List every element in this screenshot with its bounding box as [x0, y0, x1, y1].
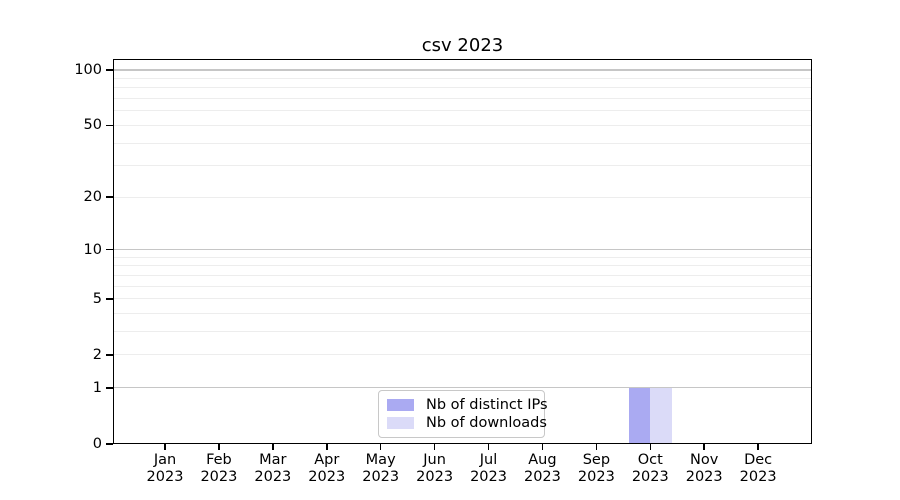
bar-nb-of-distinct-ips-oct: [628, 387, 651, 444]
y-tick-label-1: 1: [92, 379, 102, 396]
y-tick-label-10: 10: [83, 241, 102, 258]
x-tick-label-sep: Sep 2023: [566, 452, 626, 486]
x-tick-month: Jan: [153, 452, 177, 468]
x-tick-mark-sep: [595, 444, 598, 450]
x-tick-mark-may: [379, 444, 382, 450]
gridline-minor-80: [114, 87, 811, 89]
gridline-major-1: [114, 387, 811, 389]
x-tick-month: Nov: [690, 452, 719, 468]
x-tick-year: 2023: [416, 469, 454, 485]
x-tick-month: Jul: [479, 452, 498, 468]
legend-swatch-downloads-icon: [387, 417, 414, 430]
x-tick-label-jul: Jul 2023: [459, 452, 519, 486]
gridline-major-100: [114, 69, 811, 71]
x-tick-year: 2023: [523, 469, 561, 485]
x-tick-label-aug: Aug 2023: [512, 452, 572, 486]
x-tick-mark-jul: [487, 444, 490, 450]
x-tick-month: Oct: [637, 452, 663, 468]
x-tick-label-oct: Oct 2023: [620, 452, 680, 486]
x-tick-mark-aug: [541, 444, 544, 450]
gridline-minor-60: [114, 110, 811, 112]
x-tick-mark-nov: [703, 444, 705, 450]
gridline-major-10: [114, 249, 811, 251]
x-tick-year: 2023: [577, 469, 615, 485]
x-tick-label-apr: Apr 2023: [297, 452, 357, 486]
y-tick-label-0: 0: [92, 436, 102, 452]
gridline-minor-6: [114, 285, 811, 287]
bar-nb-of-downloads-oct: [650, 387, 672, 444]
x-tick-mark-mar: [272, 444, 274, 450]
gridline-minor-70: [114, 98, 811, 99]
y-tick-mark-10: [106, 248, 113, 251]
y-tick-mark-0: [106, 443, 113, 445]
x-tick-year: 2023: [146, 469, 184, 485]
x-tick-label-may: May 2023: [351, 452, 411, 486]
gridline-minor-5: [114, 298, 811, 300]
x-tick-label-jan: Jan 2023: [135, 452, 195, 486]
x-tick-year: 2023: [254, 469, 292, 485]
legend-entry-downloads: Nb of downloads: [387, 414, 547, 432]
y-tick-label-2: 2: [92, 346, 102, 363]
x-tick-month: Jun: [423, 452, 446, 468]
x-tick-month: Sep: [582, 452, 611, 468]
x-tick-year: 2023: [362, 469, 400, 485]
y-tick-mark-50: [106, 124, 113, 127]
x-tick-year: 2023: [308, 469, 346, 485]
plot-area: [113, 59, 812, 444]
gridline-minor-9: [114, 256, 811, 258]
gridline-minor-3: [114, 331, 811, 333]
gridline-minor-7: [114, 274, 811, 276]
gridline-minor-50: [114, 124, 811, 126]
y-tick-label-100: 100: [74, 61, 102, 78]
chart-title: csv 2023: [421, 35, 504, 56]
legend-label-distinct-ips: Nb of distinct IPs: [426, 396, 548, 413]
x-tick-month: Feb: [206, 452, 232, 468]
y-tick-label-20: 20: [83, 189, 102, 206]
gridline-minor-4: [114, 313, 811, 315]
gridline-minor-8: [114, 265, 811, 267]
x-tick-month: Mar: [259, 452, 287, 468]
y-tick-mark-5: [106, 298, 113, 300]
x-tick-mark-dec: [757, 444, 759, 450]
legend-swatch-distinct-ips-icon: [387, 398, 414, 411]
y-tick-mark-20: [106, 196, 113, 198]
y-tick-mark-100: [106, 69, 113, 71]
x-tick-label-mar: Mar 2023: [243, 452, 303, 486]
y-tick-label-50: 50: [83, 117, 102, 134]
x-tick-label-jun: Jun 2023: [405, 452, 465, 486]
x-tick-month: Apr: [314, 452, 340, 468]
x-tick-mark-feb: [218, 444, 220, 450]
x-tick-label-feb: Feb 2023: [189, 452, 249, 486]
x-tick-year: 2023: [470, 469, 507, 485]
x-tick-label-nov: Nov 2023: [674, 452, 734, 486]
gridline-minor-20: [114, 196, 811, 198]
y-tick-mark-1: [106, 387, 113, 389]
gridline-minor-30: [114, 165, 811, 167]
legend-entry-distinct-ips: Nb of distinct IPs: [387, 396, 548, 414]
x-tick-mark-jun: [433, 444, 436, 450]
x-tick-year: 2023: [685, 469, 723, 485]
x-tick-month: Dec: [744, 452, 773, 468]
x-tick-month: Aug: [528, 452, 557, 468]
y-tick-mark-2: [106, 354, 113, 356]
x-tick-year: 2023: [200, 469, 238, 485]
x-tick-year: 2023: [739, 469, 777, 485]
gridline-minor-90: [114, 77, 811, 79]
gridline-minor-40: [114, 142, 811, 144]
legend-label-downloads: Nb of downloads: [426, 415, 547, 432]
x-tick-mark-oct: [649, 444, 652, 450]
x-tick-label-dec: Dec 2023: [728, 452, 788, 486]
gridline-minor-2: [114, 354, 811, 356]
legend: Nb of distinct IPs Nb of downloads: [378, 390, 548, 438]
x-tick-mark-apr: [326, 444, 328, 450]
x-tick-month: May: [365, 452, 396, 468]
y-tick-label-5: 5: [92, 290, 102, 307]
x-tick-mark-jan: [164, 444, 166, 450]
x-tick-year: 2023: [631, 469, 669, 485]
